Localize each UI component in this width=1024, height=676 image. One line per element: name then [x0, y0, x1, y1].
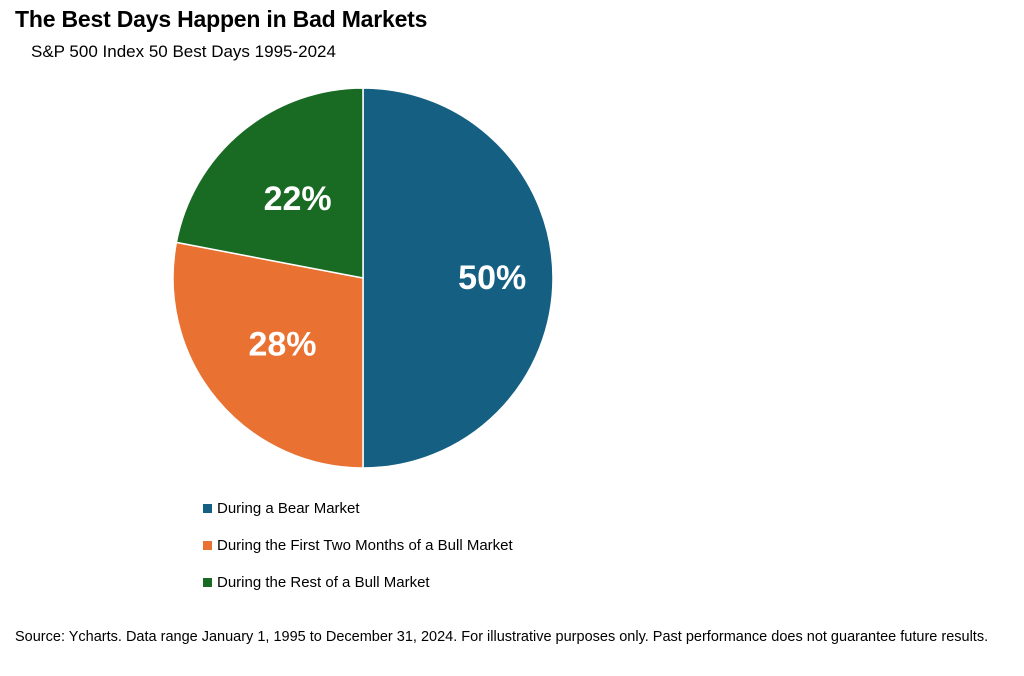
chart-title: The Best Days Happen in Bad Markets: [15, 6, 428, 32]
source-footnote: Source: Ycharts. Data range January 1, 1…: [15, 629, 989, 645]
slice-label-rest-of-bull: 22%: [264, 180, 332, 218]
legend-swatch: [203, 541, 212, 550]
slice-label-bear-market: 50%: [458, 259, 526, 297]
slice-bear-market: [362, 87, 554, 469]
slice-first-two-months-bull: [172, 241, 364, 469]
legend-swatch: [203, 578, 212, 587]
legend-item-bear-market: During a Bear Market: [203, 498, 513, 519]
chart-legend: During a Bear Market During the First Tw…: [203, 498, 513, 609]
legend-label: During the Rest of a Bull Market: [217, 574, 430, 591]
legend-item-first-two-months-bull: During the First Two Months of a Bull Ma…: [203, 535, 513, 556]
legend-item-rest-of-bull: During the Rest of a Bull Market: [203, 572, 513, 593]
legend-swatch: [203, 504, 212, 513]
slice-rest-of-bull: [175, 87, 364, 279]
slice-label-first-two-months-bull: 28%: [248, 326, 316, 364]
legend-label: During a Bear Market: [217, 500, 360, 517]
chart-subtitle: S&P 500 Index 50 Best Days 1995-2024: [31, 42, 336, 61]
legend-label: During the First Two Months of a Bull Ma…: [217, 537, 513, 554]
